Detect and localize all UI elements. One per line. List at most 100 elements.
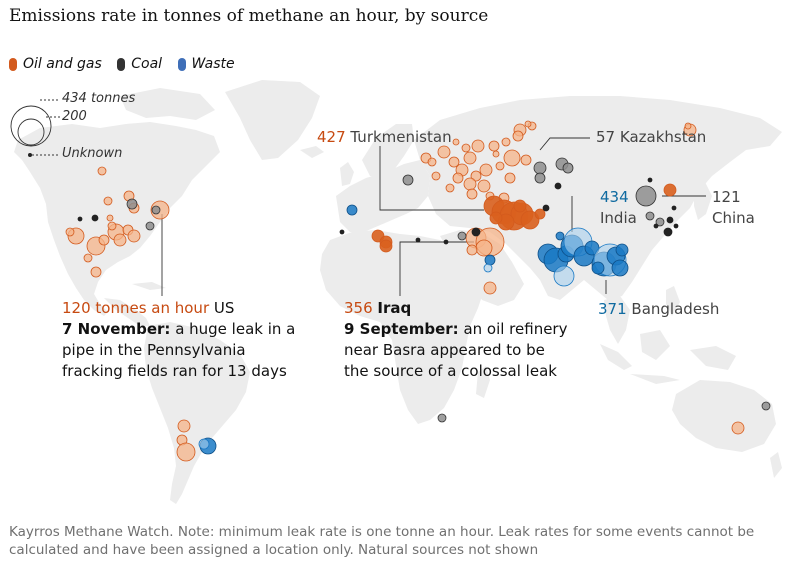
emission-bubble-44 (463, 177, 477, 191)
emission-bubble-58 (562, 162, 574, 174)
land-greenland (225, 80, 320, 160)
annotation-india: 434 India (600, 187, 637, 229)
emission-bubble-48 (488, 140, 500, 152)
emission-bubble-17 (113, 233, 127, 247)
emission-bubble-88 (483, 263, 493, 273)
emission-bubble-105 (555, 231, 565, 241)
land-north-america (14, 122, 220, 316)
legend-item-oil-gas: Oil and gas (9, 56, 102, 72)
land-central-america (104, 298, 150, 326)
emission-bubble-7 (145, 221, 155, 231)
emission-bubble-110 (663, 227, 673, 237)
emission-bubble-89 (483, 281, 497, 295)
emission-bubble-79 (534, 208, 546, 220)
emission-bubble-38 (463, 151, 477, 165)
emission-bubble-56 (534, 172, 546, 184)
leader-turkmenistan (379, 146, 484, 211)
emission-bubble-16 (127, 229, 141, 243)
land-cuba (132, 282, 166, 290)
land-australia (672, 380, 776, 452)
iraq-date: 9 September: (344, 320, 459, 338)
emission-bubble-43 (477, 179, 491, 193)
legend-label-oil-gas: Oil and gas (23, 56, 102, 72)
bangladesh-label: Bangladesh (631, 300, 720, 318)
legend-item-coal: Coal (117, 56, 162, 72)
land-south-america (144, 322, 250, 504)
emission-bubble-36 (448, 156, 460, 168)
emission-bubble-54 (520, 154, 532, 166)
emission-bubble-106 (635, 185, 657, 207)
emission-bubble-113 (673, 223, 679, 229)
size-key: 434 tonnes 200 Unknown (0, 88, 140, 168)
size-key-large-label: 434 tonnes (62, 91, 136, 106)
emission-bubble-59 (402, 174, 414, 186)
legend: Oil and gas Coal Waste (9, 56, 246, 75)
us-text-line3: fracking fields ran for 13 days (62, 362, 287, 380)
emission-bubble-20 (65, 227, 75, 237)
iraq-value: 356 (344, 299, 373, 317)
land-britain (340, 162, 354, 186)
iraq-text-line2: near Basra appeared to be (344, 341, 545, 359)
emission-bubbles (65, 120, 771, 462)
emission-bubble-111 (666, 216, 674, 224)
land-middle-east (440, 230, 524, 306)
emission-bubble-80 (542, 204, 550, 212)
emission-bubble-109 (655, 217, 665, 227)
emission-bubble-66 (452, 138, 460, 146)
iraq-text-line3: the source of a colossal leak (344, 362, 557, 380)
emission-bubble-77 (489, 211, 503, 225)
emission-bubble-35 (437, 145, 451, 159)
emission-bubble-69 (684, 122, 692, 130)
emission-bubble-9 (91, 214, 99, 222)
land-japan (694, 180, 712, 220)
turkmenistan-label: Turkmenistan (350, 128, 452, 146)
land-southeast-asia (604, 296, 630, 344)
iraq-label: Iraq (377, 299, 412, 317)
emission-bubble-116 (437, 413, 447, 423)
india-value: 434 (600, 188, 629, 206)
emission-bubble-86 (471, 227, 481, 237)
land-asia (414, 96, 782, 300)
china-value: 121 (712, 188, 741, 206)
land-africa (320, 230, 484, 424)
emission-bubble-21 (107, 221, 117, 231)
emission-bubble-0 (97, 166, 107, 176)
footnote: Kayrros Methane Watch. Note: minimum lea… (9, 523, 779, 559)
size-key-unknown-label: Unknown (62, 146, 123, 161)
leader-iraq (399, 241, 474, 296)
emission-bubble-50 (503, 149, 521, 167)
emission-bubble-34 (427, 157, 437, 167)
emission-bubble-39 (470, 170, 482, 182)
annotation-kazakhstan: 57 Kazakhstan (596, 127, 706, 148)
legend-item-waste: Waste (177, 56, 235, 72)
land-new-zealand (770, 452, 782, 478)
land-iceland (300, 146, 324, 158)
land-sumatra (600, 344, 632, 370)
size-key-small-label: 200 (62, 109, 87, 124)
emission-bubble-26 (198, 438, 210, 450)
us-text-line2: pipe in the Pennsylvania (62, 341, 246, 359)
emission-bubble-107 (663, 183, 677, 197)
emission-bubble-13 (98, 234, 110, 246)
bangladesh-value: 371 (598, 300, 627, 318)
india-label: India (600, 209, 637, 227)
emission-bubble-67 (524, 120, 532, 128)
land-arctic-islands (120, 88, 215, 120)
size-key-unknown-dot (28, 153, 32, 157)
emission-bubble-32 (415, 237, 421, 243)
emission-bubble-53 (512, 130, 524, 142)
emission-bubble-70 (554, 182, 562, 190)
emission-bubble-49 (501, 137, 511, 147)
emission-bubble-46 (461, 143, 471, 153)
emission-bubble-75 (520, 210, 540, 230)
emission-bubble-47 (471, 139, 485, 153)
emission-bubble-112 (653, 223, 659, 229)
kazakhstan-value: 57 (596, 128, 616, 146)
china-label: China (712, 209, 755, 227)
world-map (10, 80, 782, 504)
legend-swatch-oil-gas (9, 57, 17, 71)
emission-bubble-108 (645, 211, 655, 221)
annotation-turkmenistan: 427 Turkmenistan (317, 127, 452, 148)
iraq-text-line1: an oil refinery (463, 320, 568, 338)
emission-bubble-87 (484, 254, 496, 266)
